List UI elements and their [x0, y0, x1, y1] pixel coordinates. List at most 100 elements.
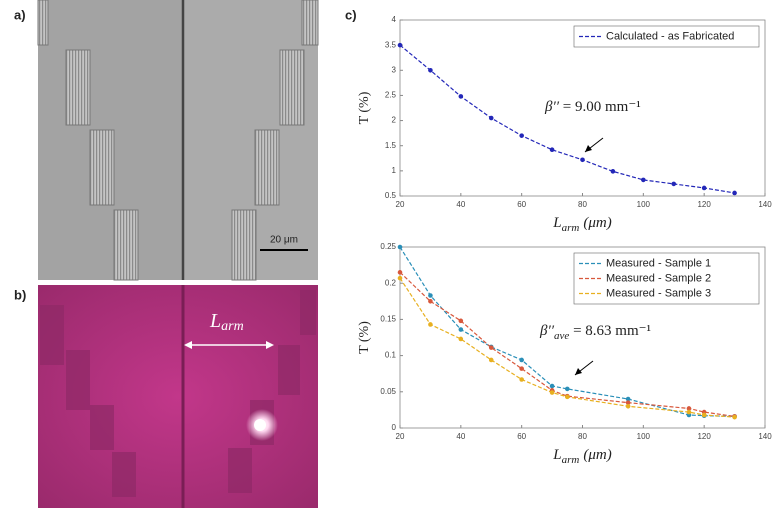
legend-label: Measured - Sample 3: [606, 287, 711, 299]
plot-area: [399, 19, 766, 197]
legend-label: Measured - Sample 2: [606, 272, 711, 284]
data-point: [549, 383, 555, 389]
x-axis-label-sub: arm: [562, 222, 580, 234]
data-point: [549, 147, 555, 153]
y-tick-label: 0.15: [380, 315, 396, 324]
data-point: [488, 345, 494, 350]
legend-label: Measured - Sample 1: [606, 257, 711, 269]
panel-label: b): [14, 287, 26, 302]
sem-image: [37, 0, 319, 281]
x-axis-label-main: L: [552, 447, 561, 463]
data-point: [671, 181, 677, 187]
x-axis-label-main: L: [552, 215, 561, 231]
annotation-symbol: β′′: [544, 99, 560, 115]
x-tick-label: 20: [396, 200, 405, 209]
x-axis-label-unit: (μm): [583, 447, 611, 463]
y-tick-label: 2.5: [385, 91, 397, 100]
data-point: [458, 94, 464, 99]
data-point: [428, 293, 433, 298]
y-axis-label: T (%): [357, 321, 372, 354]
annotation: β′′ = 9.00 mm⁻¹: [544, 99, 641, 115]
x-tick-label: 120: [697, 200, 711, 209]
data-point: [519, 366, 524, 371]
data-point: [519, 377, 524, 382]
x-tick-label: 40: [456, 432, 465, 441]
annotation-symbol: β′′: [539, 323, 555, 339]
annotation-arrowhead: [575, 368, 582, 375]
data-point: [397, 270, 403, 275]
y-tick-label: 1.5: [385, 141, 397, 150]
data-point: [686, 409, 692, 415]
panel-label: c): [345, 7, 357, 22]
y-tick-label: 2: [392, 116, 397, 125]
data-point: [564, 386, 570, 392]
data-point: [610, 169, 616, 174]
panel-label: a): [14, 7, 26, 22]
y-tick-label: 3.5: [385, 40, 397, 49]
data-point: [397, 244, 403, 250]
x-tick-label: 40: [456, 200, 465, 209]
data-point: [641, 177, 646, 183]
data-point: [428, 67, 433, 73]
arm-label-main: L: [209, 310, 221, 332]
y-tick-label: 4: [392, 15, 397, 24]
x-axis-label-unit: (μm): [583, 215, 611, 231]
x-tick-label: 120: [697, 432, 711, 441]
arm-label-sub: arm: [221, 319, 244, 334]
y-tick-label: 3: [392, 65, 397, 74]
data-point: [488, 357, 494, 363]
data-point: [488, 115, 494, 121]
x-tick-label: 60: [517, 200, 526, 209]
series-line: [399, 44, 735, 194]
x-tick-label: 140: [758, 200, 772, 209]
y-tick-label: 0.25: [380, 242, 396, 251]
y-tick-label: 0.2: [385, 278, 397, 287]
data-point: [397, 275, 403, 281]
data-point: [458, 318, 464, 324]
data-point: [397, 42, 403, 48]
x-axis-label: Larm (μm): [552, 215, 611, 233]
y-tick-label: 1: [392, 166, 397, 175]
data-point: [686, 406, 692, 411]
data-point: [458, 327, 464, 332]
legend-box: [573, 25, 760, 48]
data-point: [428, 322, 433, 327]
data-point: [732, 414, 737, 420]
data-point: [625, 400, 631, 405]
data-point: [458, 336, 464, 342]
data-point: [701, 412, 707, 418]
x-tick-label: 80: [578, 200, 587, 209]
y-axis-label: T (%): [357, 91, 372, 124]
annotation-rest: = 8.63 mm⁻¹: [569, 323, 651, 339]
y-tick-label: 0.5: [385, 191, 397, 200]
data-point: [564, 394, 570, 400]
x-tick-label: 60: [517, 432, 526, 441]
x-tick-label: 20: [396, 432, 405, 441]
annotation-arrowhead: [585, 145, 592, 152]
data-point: [701, 185, 707, 191]
legend-box: [573, 252, 760, 305]
data-point: [519, 133, 524, 138]
x-tick-label: 80: [578, 432, 587, 441]
data-point: [549, 390, 555, 395]
x-tick-label: 140: [758, 432, 772, 441]
data-point: [428, 299, 433, 304]
legend-label: Calculated - as Fabricated: [606, 30, 734, 42]
data-point: [580, 157, 585, 163]
x-tick-label: 100: [637, 200, 651, 209]
optical-image: [38, 285, 318, 508]
y-tick-label: 0: [392, 423, 397, 432]
arm-label: Larm: [209, 310, 244, 335]
y-tick-label: 0.05: [380, 387, 396, 396]
x-axis-label: Larm (μm): [552, 447, 611, 465]
data-point: [625, 403, 631, 409]
data-point: [732, 190, 737, 196]
x-axis-label-sub: arm: [562, 454, 580, 466]
annotation-rest: = 9.00 mm⁻¹: [559, 99, 641, 115]
annotation: β′′ave = 8.63 mm⁻¹: [539, 323, 651, 341]
y-tick-label: 0.1: [385, 351, 397, 360]
data-point: [519, 357, 524, 363]
scale-bar-label: 20 μm: [270, 235, 298, 246]
